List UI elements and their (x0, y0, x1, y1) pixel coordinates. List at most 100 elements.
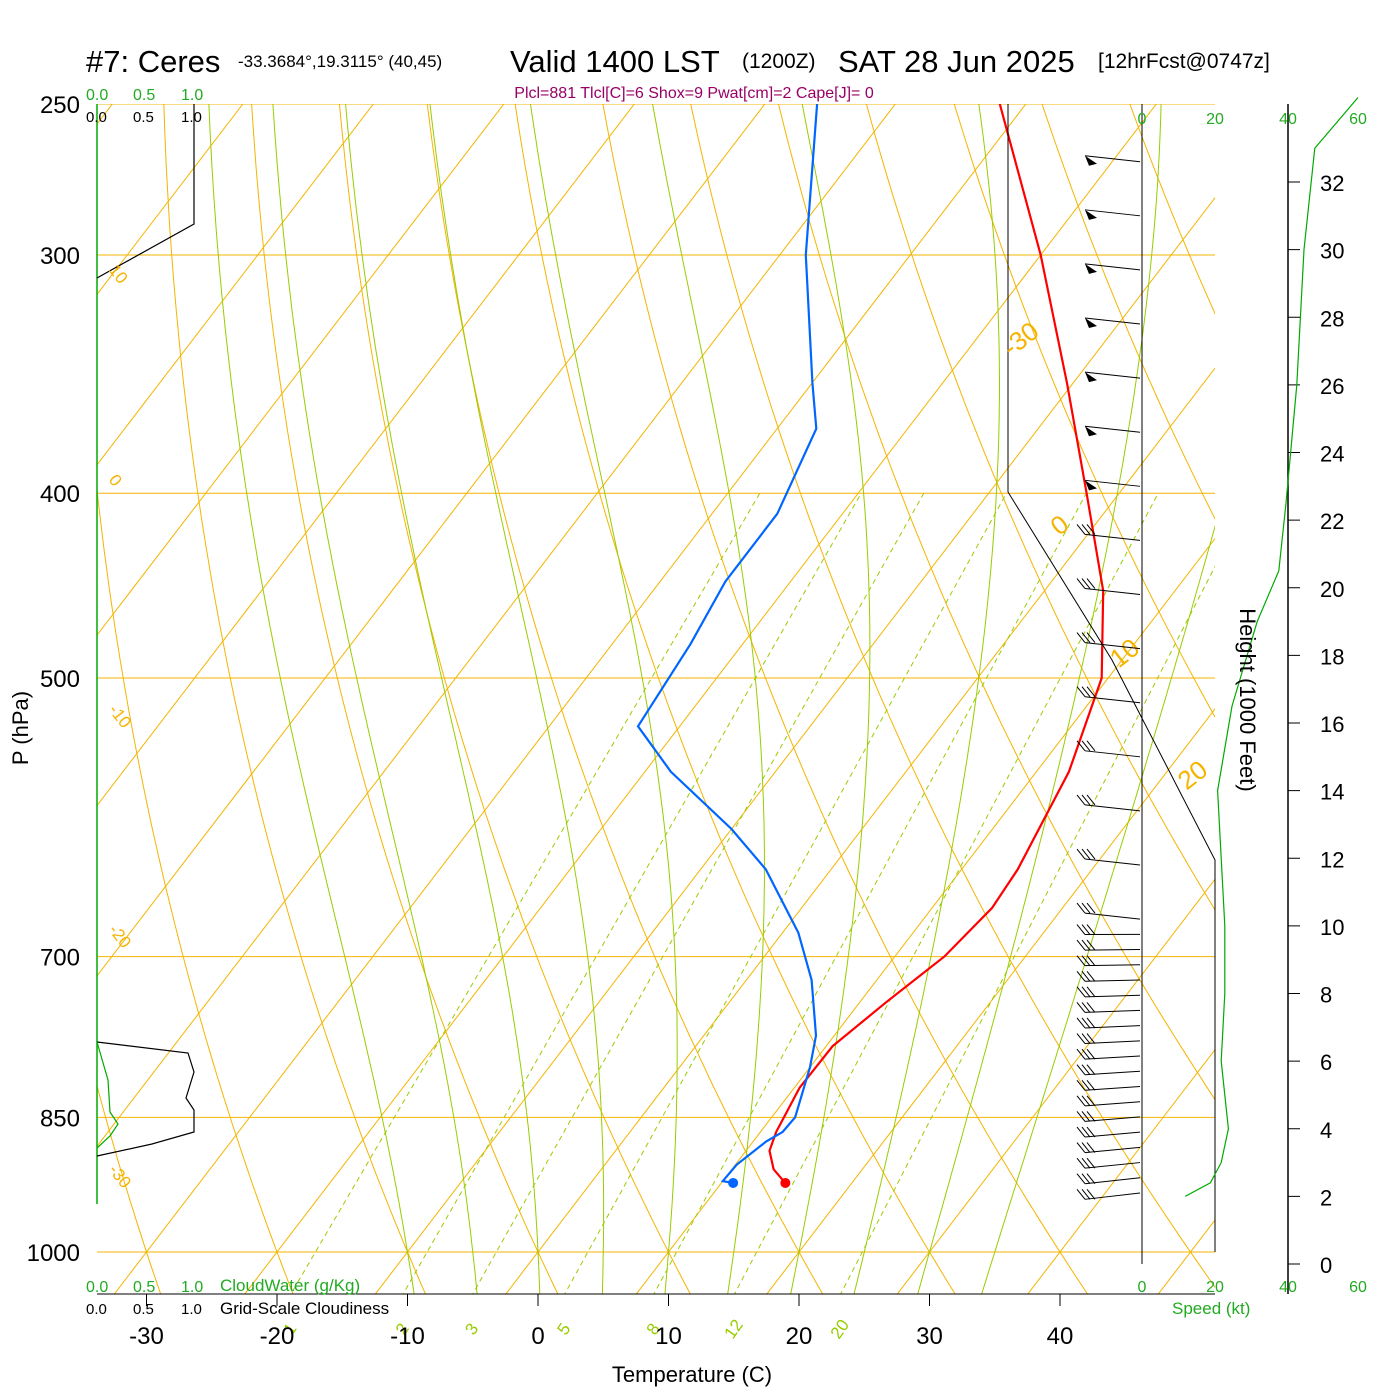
wind-barb-shaft (1084, 696, 1141, 704)
wind-barb-feather (1086, 955, 1096, 966)
wind-barb-feather (1086, 1064, 1096, 1076)
height-tick-label: 22 (1320, 509, 1344, 534)
isotherm-label-left: 10 (105, 261, 132, 288)
wind-speed-profile-line (1184, 97, 1359, 1197)
wind-barb-feather (1081, 955, 1091, 966)
wind-barb-feather (1076, 578, 1086, 589)
moist-adiabat-line (429, 104, 605, 1294)
wind-barb (1084, 209, 1141, 220)
speed-tick-top-0: 0 (1138, 111, 1147, 128)
wind-barb-feather (1076, 794, 1086, 806)
wind-barb-shaft (1084, 964, 1141, 967)
isotherm-line (97, 104, 505, 636)
wind-barb (1076, 524, 1141, 541)
temperature-tick-label: 10 (655, 1323, 682, 1350)
wind-barb-pennant (1085, 372, 1097, 383)
height-tick-label: 6 (1320, 1050, 1332, 1075)
speed-tick-top-3: 60 (1349, 111, 1367, 128)
wind-barb-shaft (1084, 642, 1141, 650)
speed-tick-bottom-1: 20 (1206, 1279, 1224, 1296)
dry-adiabat-line (97, 485, 294, 1294)
wind-barb-feather (1076, 1079, 1086, 1091)
wind-barb-feather (1086, 1157, 1096, 1169)
isotherm-label-left: 0 (105, 471, 126, 490)
wind-barb-column (1076, 155, 1141, 1200)
height-tick-label: 20 (1320, 577, 1344, 602)
y-axis-label: P (hPa) (8, 691, 33, 765)
wind-barb-feather (1076, 1173, 1086, 1185)
pressure-tick-label: 300 (40, 243, 80, 270)
wind-barb (1076, 848, 1141, 866)
dry-adiabat-line (1205, 70, 1400, 1368)
temperature-tick-label: -30 (129, 1323, 164, 1350)
x-axis-label: Temperature (C) (612, 1362, 772, 1387)
wind-barb (1076, 1064, 1141, 1076)
mixing-ratio-line (733, 492, 1159, 1294)
wind-barb (1084, 317, 1141, 329)
valid-time: Valid 1400 LST (510, 44, 720, 79)
wind-barb-feather (1086, 1017, 1096, 1029)
wind-barb-feather (1086, 1095, 1096, 1107)
wind-barb (1076, 1111, 1141, 1122)
temperature-tick-label: 20 (786, 1323, 813, 1350)
dry-adiabat-line (1378, 70, 1400, 1368)
temperature-profile-line (768, 104, 1105, 1184)
wind-barb-shaft (1084, 425, 1141, 433)
isotherm-label-left: -10 (105, 701, 135, 732)
wind-barb (1084, 425, 1141, 437)
dry-adiabat-line (514, 104, 956, 1294)
wind-barb-shaft (1084, 949, 1141, 951)
wind-barb-feather (1076, 1189, 1086, 1200)
wind-barb-shaft (1084, 979, 1141, 982)
cl-scale-bottom-0: 0.0 (86, 1301, 107, 1318)
dry-adiabat-line (602, 104, 1089, 1294)
height-tick-label: 28 (1320, 306, 1344, 331)
mixing-ratio-line (290, 492, 761, 1294)
dry-adiabat-line (953, 104, 1215, 718)
height-tick-label: 12 (1320, 847, 1344, 872)
mixing-ratio-label: 20 (827, 1316, 853, 1342)
wind-barb (1076, 632, 1141, 650)
wind-barb-feather (1081, 1189, 1091, 1200)
wind-barb-feather (1081, 848, 1091, 860)
wind-barb-shaft (1084, 533, 1141, 541)
height-tick-label: 24 (1320, 442, 1344, 467)
dewpoint-profile-line (636, 104, 819, 1185)
moist-adiabat-line (208, 104, 415, 1294)
wind-barb (1076, 1157, 1141, 1169)
cw-scale-bottom-1: 0.5 (133, 1279, 155, 1296)
wind-barb-feather (1081, 1173, 1091, 1185)
height-tick-label: 18 (1320, 644, 1344, 669)
wind-barb-feather (1086, 939, 1096, 951)
wind-barb (1084, 263, 1141, 274)
wind-barb-feather (1081, 1002, 1091, 1013)
wind-barb-feather (1076, 939, 1086, 951)
station-title: #7: Ceres (86, 44, 220, 79)
cl-scale-bottom-2: 1.0 (181, 1301, 202, 1318)
wind-barb-feather (1086, 1173, 1096, 1185)
wind-barb (1076, 1079, 1141, 1091)
pressure-tick-label: 700 (40, 945, 80, 972)
wind-barb-feather (1086, 970, 1096, 982)
wind-barb-feather (1081, 632, 1091, 643)
wind-barb-feather (1076, 1111, 1086, 1122)
wind-barb (1084, 479, 1141, 491)
wind-barb (1076, 986, 1141, 998)
isotherm-line (896, 878, 1215, 1294)
cw-scale-bottom-0: 0.0 (86, 1279, 108, 1296)
height-axis-label: Height (1000 Feet) (1235, 608, 1260, 791)
wind-barb (1076, 924, 1141, 936)
wind-barb-feather (1086, 524, 1096, 535)
cloudwater-label: CloudWater (g/Kg) (220, 1276, 360, 1295)
height-tick-label: 14 (1320, 780, 1344, 805)
moist-adiabat-line (981, 524, 1215, 1294)
wind-barb-feather (1081, 794, 1091, 806)
wind-barb-feather (1081, 986, 1091, 998)
isotherm-line (635, 537, 1215, 1294)
wind-barb-feather (1081, 939, 1091, 951)
wind-barb-feather (1081, 902, 1091, 914)
speed-tick-top-2: 40 (1279, 111, 1297, 128)
indices-line: Plcl=881 Tlcl[C]=6 Shox=9 Pwat[cm]=2 Cap… (514, 85, 874, 102)
wind-barb-feather (1076, 924, 1086, 935)
